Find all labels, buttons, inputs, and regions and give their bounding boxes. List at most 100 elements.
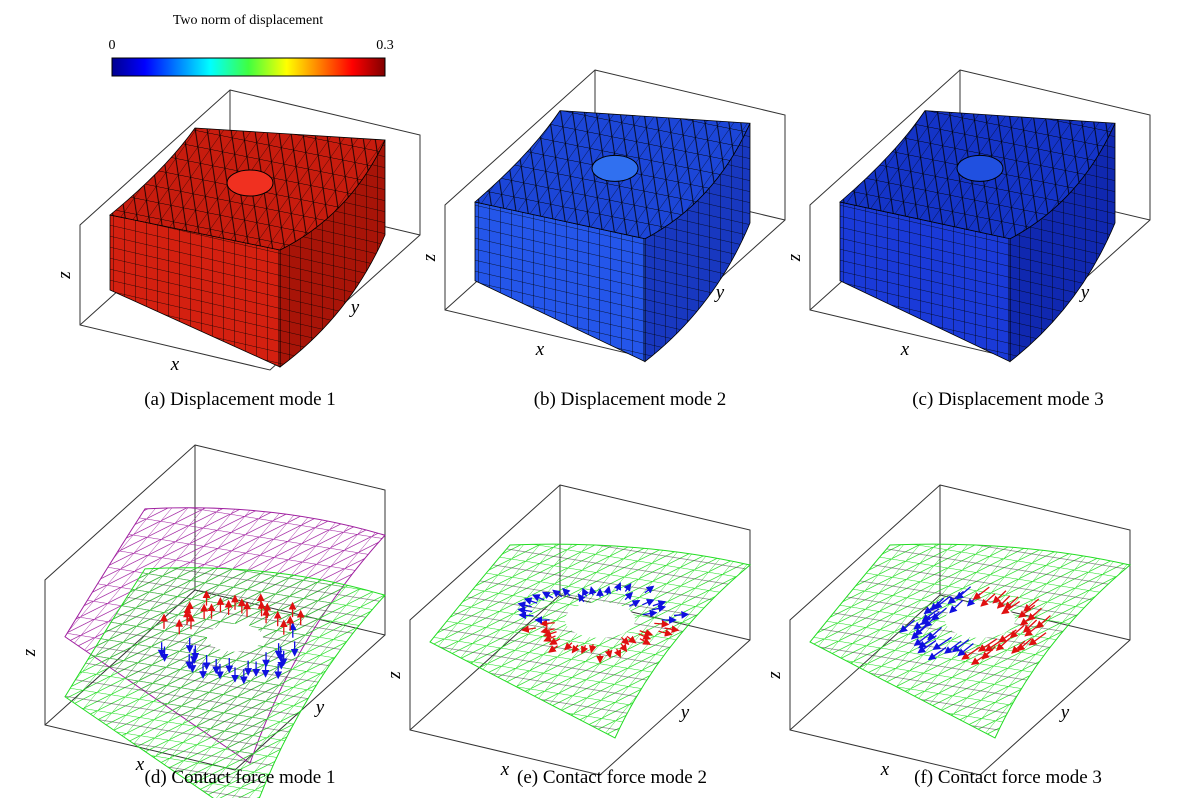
force-arrow bbox=[961, 646, 981, 660]
force-arrow bbox=[581, 644, 589, 655]
force-arrow bbox=[552, 589, 563, 598]
block-front-mesh bbox=[110, 215, 280, 367]
force-arrow bbox=[644, 585, 655, 594]
hole bbox=[956, 154, 1004, 182]
force-arrow bbox=[927, 626, 943, 641]
z-axis-label: z bbox=[419, 253, 440, 262]
force-arrow bbox=[949, 599, 964, 614]
colorbar: Two norm of displacement 0 0.3 bbox=[109, 13, 394, 77]
y-axis-label: y bbox=[1079, 282, 1090, 303]
contact-mesh bbox=[429, 543, 752, 739]
force-arrow bbox=[1011, 640, 1026, 654]
force-arrow bbox=[603, 585, 612, 595]
force-arrow bbox=[517, 606, 533, 615]
hole bbox=[207, 623, 263, 652]
block-front-mesh bbox=[840, 202, 1010, 362]
force-arrow bbox=[642, 609, 658, 618]
force-arrow bbox=[629, 600, 641, 608]
colorbar-max: 0.3 bbox=[376, 38, 394, 53]
force-arrow bbox=[543, 629, 557, 638]
panel-caption: (c) Displacement mode 3 bbox=[912, 389, 1104, 410]
force-arrow bbox=[921, 608, 940, 622]
force-arrow bbox=[562, 587, 571, 597]
x-axis-label: x bbox=[880, 759, 890, 780]
force-arrow bbox=[1019, 612, 1037, 626]
z-axis-label: z bbox=[764, 671, 785, 680]
force-arrow bbox=[624, 591, 634, 601]
lower-mesh bbox=[64, 567, 386, 798]
panel-caption: (d) Contact force mode 1 bbox=[145, 767, 336, 788]
force-arrow bbox=[654, 620, 670, 628]
y-axis-label: y bbox=[679, 702, 690, 723]
force-arrow bbox=[588, 586, 597, 596]
force-arrow bbox=[523, 597, 538, 605]
block-side-mesh bbox=[280, 140, 385, 367]
force-arrow bbox=[620, 636, 630, 646]
force-arrow bbox=[639, 637, 651, 645]
force-arrow bbox=[932, 636, 952, 651]
force-arrow bbox=[518, 611, 534, 620]
y-axis-label: y bbox=[714, 282, 725, 303]
z-axis-label: z bbox=[384, 671, 405, 680]
y-axis-label: y bbox=[314, 697, 325, 718]
hole bbox=[945, 602, 1015, 638]
force-arrow bbox=[951, 639, 970, 653]
force-arrow bbox=[571, 644, 580, 654]
panel: x y z bbox=[54, 89, 421, 375]
block-side-mesh bbox=[645, 123, 750, 362]
force-arrow bbox=[1028, 632, 1047, 646]
force-arrow bbox=[931, 607, 947, 621]
z-axis-label: z bbox=[54, 271, 75, 280]
force-arrow bbox=[927, 646, 947, 661]
force-arrow bbox=[658, 629, 673, 637]
force-arrow bbox=[977, 638, 998, 652]
force-arrow bbox=[564, 642, 573, 651]
y-axis-label: y bbox=[1059, 702, 1070, 723]
panel: x y z bbox=[384, 484, 752, 780]
force-arrow bbox=[619, 643, 628, 653]
force-arrow bbox=[1009, 625, 1025, 639]
z-axis-label: z bbox=[784, 253, 805, 262]
panel: x y z bbox=[764, 484, 1132, 780]
hole bbox=[565, 602, 635, 638]
force-arrow bbox=[540, 626, 555, 635]
hole bbox=[591, 154, 639, 182]
colorbar-min: 0 bbox=[109, 38, 116, 53]
x-axis-label: x bbox=[170, 354, 180, 375]
panel-caption: (f) Contact force mode 3 bbox=[914, 767, 1102, 788]
force-arrow bbox=[955, 586, 972, 600]
force-arrow bbox=[957, 642, 974, 657]
force-arrow bbox=[613, 648, 622, 658]
hole bbox=[226, 169, 274, 197]
y-axis-label: y bbox=[349, 297, 360, 318]
z-axis-label: z bbox=[19, 648, 40, 657]
x-axis-label: x bbox=[900, 339, 910, 360]
colorbar-title: Two norm of displacement bbox=[173, 13, 323, 28]
panel: x y z bbox=[419, 69, 786, 363]
force-arrow bbox=[972, 586, 990, 600]
force-arrow bbox=[996, 595, 1011, 609]
force-arrow bbox=[577, 593, 586, 603]
force-arrow bbox=[541, 591, 554, 600]
force-arrow bbox=[604, 649, 613, 659]
force-arrow bbox=[548, 645, 559, 653]
panel-caption: (e) Contact force mode 2 bbox=[517, 767, 707, 788]
force-arrow bbox=[539, 619, 555, 628]
force-arrow bbox=[917, 640, 937, 654]
panel-caption: (a) Displacement mode 1 bbox=[144, 389, 336, 410]
block-front-mesh bbox=[475, 202, 645, 362]
x-axis-label: x bbox=[500, 759, 510, 780]
x-axis-label: x bbox=[135, 754, 145, 775]
force-arrow bbox=[549, 637, 561, 645]
force-arrow bbox=[984, 638, 1004, 652]
force-arrow bbox=[517, 601, 532, 610]
force-arrow bbox=[1016, 638, 1033, 652]
force-arrow bbox=[899, 619, 915, 633]
force-arrow bbox=[582, 587, 590, 597]
panel: x y z bbox=[19, 444, 386, 798]
force-arrow bbox=[614, 582, 622, 592]
block-side-mesh bbox=[1010, 123, 1115, 362]
force-arrow bbox=[642, 599, 655, 607]
contact-mesh bbox=[809, 543, 1132, 739]
force-arrow bbox=[992, 590, 1007, 604]
